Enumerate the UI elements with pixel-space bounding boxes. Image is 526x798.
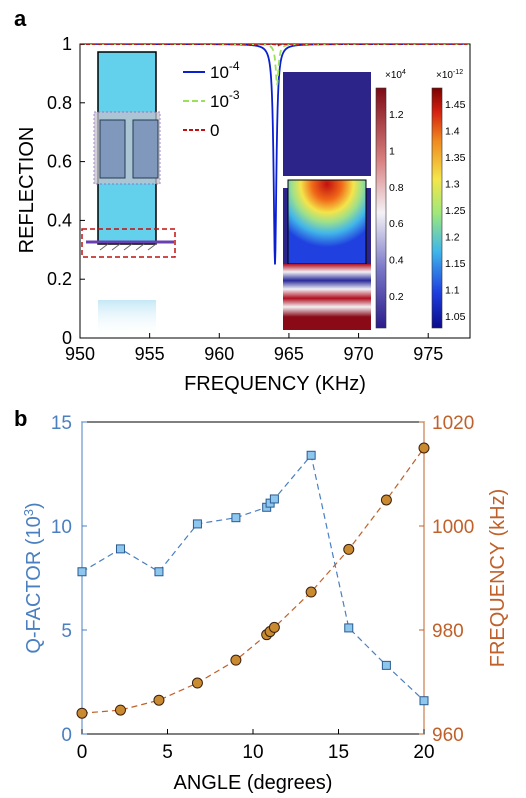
y-tick-label: 0.6 [47,152,72,172]
frequency-point [268,621,280,633]
panel-a-label: a [14,6,27,31]
field-map-inset [283,72,371,330]
colorbar-displacement-exponent: ×10-12 [436,69,463,81]
x-tick-label: 15 [328,742,349,763]
x-tick-label: 10 [242,742,263,763]
colorbar-field [375,87,387,329]
x-tick-label: 970 [344,344,374,364]
x-tick-label: 975 [413,344,443,364]
x-axis-label-panel-b: ANGLE (degrees) [174,772,333,794]
legend-label-1: 10-4 [210,59,240,82]
frequency-point [114,704,126,716]
legend-label-2: 10-3 [210,88,240,111]
colorbar-tick-label: 1.2 [445,232,460,244]
y-tick-label: 0.4 [47,210,72,230]
colorbar-tick-label: 1.25 [445,205,466,217]
frequency-point [230,654,242,666]
colorbar-tick-label: 1.35 [445,152,466,164]
colorbar-tick-label: 1.1 [445,285,460,297]
colorbar-tick-label: 1.3 [445,179,460,191]
colorbar-tick-label: 0.8 [389,182,404,194]
frequency-point [153,694,165,706]
y-tick-label: 0.2 [47,269,72,289]
y-left-tick-label: 5 [61,621,72,642]
colorbar-tick-label: 0.2 [389,291,404,303]
x-tick-label: 965 [274,344,304,364]
q-factor-point [77,567,87,577]
frequency-point [418,442,430,454]
colorbar-tick-label: 0.6 [389,218,404,230]
q-factor-point [231,513,241,523]
legend-panel-a: 10-4 10-3 0 [183,59,240,140]
frequency-point [305,586,317,598]
q-factor-point [344,623,354,633]
x-tick-label: 5 [162,742,173,763]
colorbar-displacement [431,87,443,329]
q-factor-point [115,544,125,554]
colorbar-tick-label: 0.4 [389,255,404,267]
y-tick-label: 1 [62,34,72,54]
y-left-tick-label: 15 [51,413,72,434]
y-tick-label: 0.8 [47,93,72,113]
frequency-point [343,543,355,555]
resonator-schematic-inset [81,51,176,338]
y-right-tick-label: 960 [432,725,464,746]
colorbar-tick-label: 1.2 [389,109,404,121]
frequency-line [81,447,425,714]
x-tick-label: 960 [204,344,234,364]
y-tick-label: 0 [62,328,72,348]
colorbar-tick-label: 1 [389,145,395,157]
q-factor-point [419,696,429,706]
q-factor-point [306,450,316,460]
x-tick-label: 950 [65,344,95,364]
colorbar-tick-label: 1.4 [445,126,460,138]
x-tick-label: 20 [413,742,434,763]
panel-b-label: b [14,406,27,431]
y-right-tick-label: 980 [432,621,464,642]
q-factor-point [192,519,202,529]
frequency-point [76,707,88,719]
q-factor-point [154,567,164,577]
colorbar-tick-label: 1.45 [445,99,466,111]
reflection-curve-3 [80,44,470,47]
frequency-point [191,677,203,689]
y-axis-label-left: Q-FACTOR (103) [21,502,45,653]
colorbar-tick-label: 1.05 [445,311,466,323]
legend-label-3: 0 [210,121,219,140]
y-right-tick-label: 1000 [432,517,474,538]
x-tick-label: 0 [77,742,88,763]
y-axis-label-right: FREQUENCY (kHz) [487,489,509,668]
plot-b-frame [81,421,425,735]
y-axis-label-panel-a: REFLECTION [16,127,38,254]
x-axis-label-panel-a: FREQUENCY (KHz) [184,373,366,395]
q-factor-point [381,660,391,670]
frequency-point [380,494,392,506]
colorbar-field-exponent: ×104 [385,69,406,81]
q-factor-point [269,494,279,504]
y-left-tick-label: 0 [61,725,72,746]
y-left-tick-label: 10 [51,517,72,538]
x-tick-label: 955 [135,344,165,364]
colorbar-tick-label: 1.15 [445,258,466,270]
y-right-tick-label: 1020 [432,413,474,434]
